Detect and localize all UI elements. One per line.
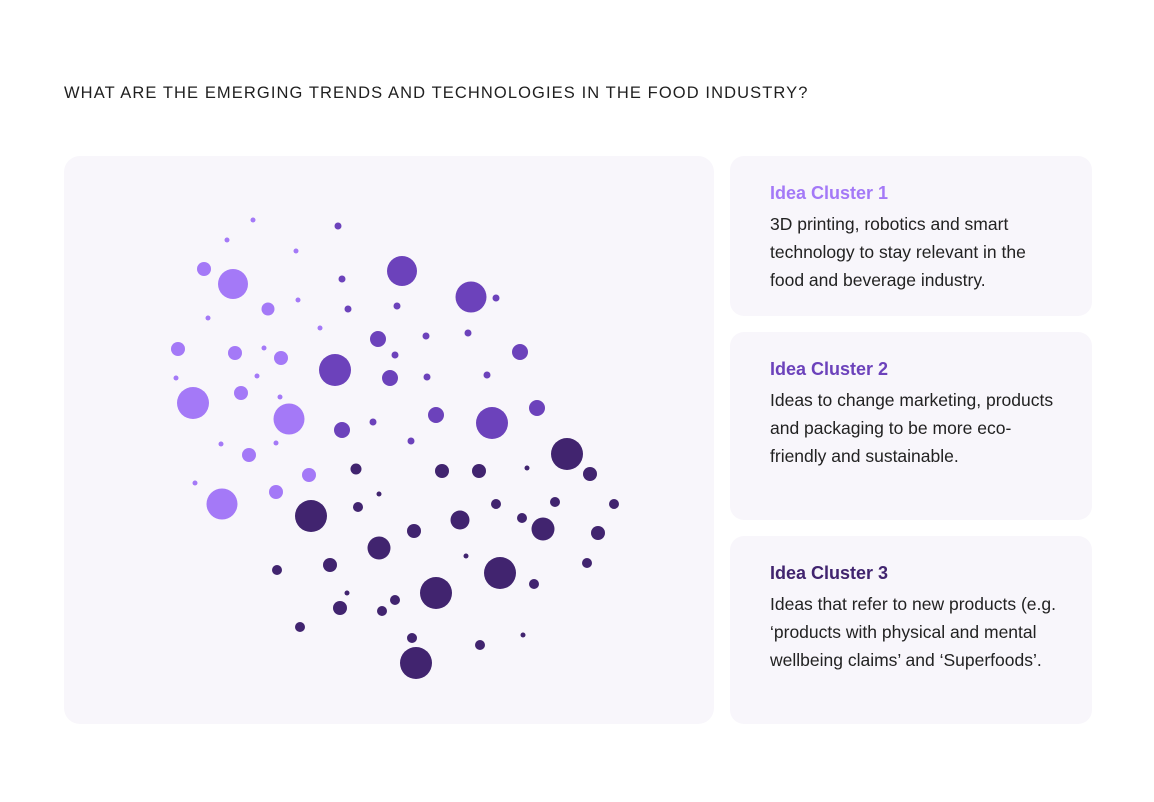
- cluster-card-title: Idea Cluster 1: [770, 183, 889, 203]
- cluster-3-bubble: [367, 536, 391, 560]
- cluster-1-bubble: [218, 441, 224, 447]
- cluster-2-bubble: [344, 305, 352, 313]
- cluster-2-bubble: [492, 294, 500, 302]
- cluster-card-text: Ideas that refer to new products (e.g. ‘…: [770, 594, 1056, 670]
- cluster-card-2: Idea Cluster 2 Ideas to change marketing…: [730, 332, 1092, 520]
- cluster-3-bubble: [420, 577, 452, 609]
- cluster-2-bubble: [369, 418, 377, 426]
- cluster-1-bubble: [224, 237, 230, 243]
- cluster-2-bubble: [370, 331, 386, 347]
- cluster-1-bubble: [302, 468, 316, 482]
- page-title: WHAT ARE THE EMERGING TRENDS AND TECHNOL…: [64, 84, 809, 102]
- cluster-1-bubble: [173, 375, 179, 381]
- cluster-3-bubble: [376, 491, 382, 497]
- cluster-1-bubble: [293, 248, 299, 254]
- cluster-card-title: Idea Cluster 2: [770, 359, 889, 379]
- cluster-1-bubble: [228, 346, 242, 360]
- cluster-2-bubble: [391, 351, 399, 359]
- cluster-2-bubble: [393, 302, 401, 310]
- cluster-3-bubble: [475, 640, 485, 650]
- cluster-3-bubble: [333, 601, 347, 615]
- cluster-2-bubble: [512, 344, 528, 360]
- cluster-1-bubble: [171, 342, 185, 356]
- cluster-3-bubble: [491, 499, 501, 509]
- cluster-3-bubble: [517, 513, 527, 523]
- cluster-1-bubble: [177, 387, 209, 419]
- cluster-card-1: Idea Cluster 1 3D printing, robotics and…: [730, 156, 1092, 316]
- cluster-3-bubble: [353, 502, 363, 512]
- cluster-3-bubble: [484, 557, 516, 589]
- cluster-3-bubble: [524, 465, 530, 471]
- cluster-2-bubble: [319, 354, 351, 386]
- cluster-2-bubble: [407, 437, 415, 445]
- cluster-2-bubble: [422, 332, 430, 340]
- cluster-3-bubble: [550, 497, 560, 507]
- cluster-2-bubble: [476, 407, 508, 439]
- cluster-3-bubble: [407, 633, 417, 643]
- cluster-1-bubble: [197, 262, 211, 276]
- cluster-card-text: 3D printing, robotics and smart technolo…: [770, 214, 1026, 290]
- cluster-3-bubble: [377, 606, 387, 616]
- cluster-1-bubble: [274, 351, 288, 365]
- cluster-1-bubble: [218, 269, 248, 299]
- cluster-bubble-panel: [64, 156, 714, 724]
- cluster-3-bubble: [344, 590, 350, 596]
- cluster-1-bubble: [269, 485, 283, 499]
- cluster-bubble-diagram: [171, 217, 619, 679]
- cluster-2-bubble: [423, 373, 431, 381]
- cluster-3-bubble: [531, 517, 555, 541]
- cluster-3-bubble: [390, 595, 400, 605]
- cluster-3-bubble: [609, 499, 619, 509]
- cluster-1-bubble: [261, 302, 275, 316]
- cluster-1-bubble: [242, 448, 256, 462]
- cluster-1-bubble: [273, 440, 279, 446]
- cluster-1-bubble: [206, 488, 238, 520]
- cluster-3-bubble: [435, 464, 449, 478]
- cluster-1-bubble: [234, 386, 248, 400]
- cluster-3-bubble: [400, 647, 432, 679]
- cluster-2-bubble: [387, 256, 417, 286]
- cluster-3-bubble: [323, 558, 337, 572]
- cluster-2-bubble: [464, 329, 472, 337]
- cluster-1-bubble: [192, 480, 198, 486]
- cluster-3-bubble: [463, 553, 469, 559]
- cluster-1-bubble: [295, 297, 301, 303]
- cluster-3-bubble: [407, 524, 421, 538]
- cluster-2-bubble: [529, 400, 545, 416]
- cluster-1-bubble: [261, 345, 267, 351]
- cluster-3-bubble: [472, 464, 486, 478]
- cluster-card-text: Ideas to change marketing, products and …: [770, 390, 1054, 466]
- cluster-3-bubble: [583, 467, 597, 481]
- cluster-3-bubble: [295, 500, 327, 532]
- cluster-3-bubble: [272, 565, 282, 575]
- cluster-3-bubble: [520, 632, 526, 638]
- cluster-3-bubble: [295, 622, 305, 632]
- cluster-2-bubble: [483, 371, 491, 379]
- cluster-2-bubble: [455, 281, 487, 313]
- cluster-1-bubble: [254, 373, 260, 379]
- cluster-1-bubble: [273, 403, 305, 435]
- cluster-1-bubble: [205, 315, 211, 321]
- cluster-card-title: Idea Cluster 3: [770, 563, 889, 583]
- cluster-1-bubble: [277, 394, 283, 400]
- cluster-2-bubble: [334, 422, 350, 438]
- cluster-2-bubble: [338, 275, 346, 283]
- cluster-3-bubble: [591, 526, 605, 540]
- cluster-3-bubble: [450, 510, 470, 530]
- cluster-3-bubble: [582, 558, 592, 568]
- cluster-2-bubble: [334, 222, 342, 230]
- cluster-1-bubble: [317, 325, 323, 331]
- cluster-card-3: Idea Cluster 3 Ideas that refer to new p…: [730, 536, 1092, 724]
- cluster-2-bubble: [382, 370, 398, 386]
- cluster-2-bubble: [428, 407, 444, 423]
- cluster-3-bubble: [529, 579, 539, 589]
- cluster-1-bubble: [250, 217, 256, 223]
- cluster-3-bubble: [350, 463, 362, 475]
- cluster-3-bubble: [551, 438, 583, 470]
